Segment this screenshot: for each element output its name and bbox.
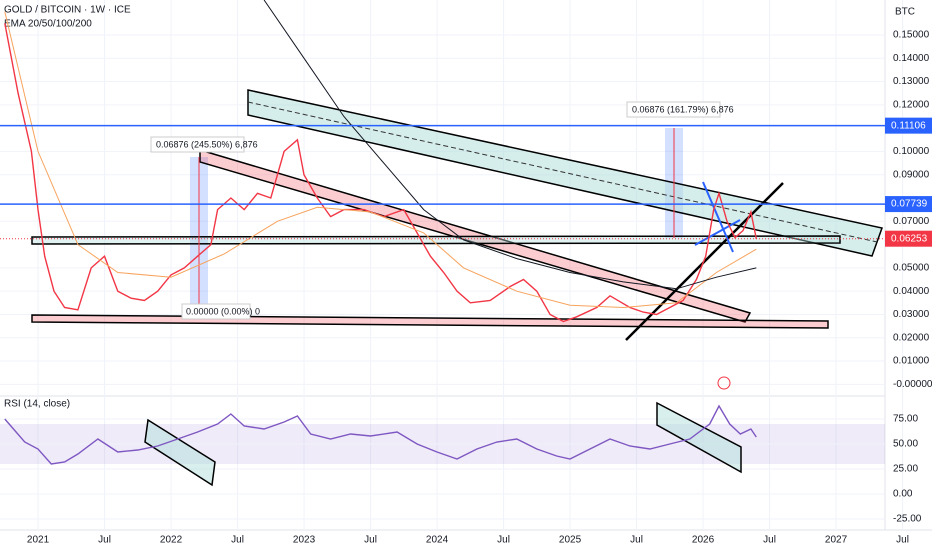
- y-tick-label: -0.00000: [893, 379, 932, 390]
- x-tick-label: 2025: [559, 535, 582, 546]
- price-tag-label: 0.07739: [891, 199, 928, 210]
- channel: [31, 235, 841, 245]
- price-line: [4, 404, 757, 465]
- y-tick-label: 0.14000: [893, 53, 930, 64]
- price-line: [263, 0, 757, 290]
- annotation: 0.06876 (161.79%) 6,876: [632, 104, 734, 114]
- x-tick-label: Jul: [896, 535, 909, 546]
- y-tick-label: 0.15000: [893, 30, 930, 41]
- y-tick-label: 0.13000: [893, 76, 930, 87]
- y-tick-label: 0.01000: [893, 356, 930, 367]
- price-tag: [885, 117, 932, 134]
- rsi-channel: [656, 401, 742, 474]
- x-tick-label: Jul: [763, 535, 776, 546]
- x-tick-label: 2023: [293, 535, 316, 546]
- price-tag-label: 0.11106: [891, 120, 926, 131]
- chart-title: GOLD / BITCOIN · 1W · ICE: [4, 5, 131, 16]
- x-tick-label: Jul: [497, 535, 510, 546]
- y-tick-label: 0.09000: [893, 169, 930, 180]
- y-tick-label: 0.07000: [893, 216, 930, 227]
- annotation: 0.06876 (245.50%) 6,876: [156, 139, 258, 149]
- x-tick-label: Jul: [630, 535, 643, 546]
- currency-label: BTC: [895, 7, 915, 18]
- trendline: [694, 219, 741, 246]
- y-tick-label: 0.04000: [893, 286, 930, 297]
- y-tick-label: 50.00: [893, 439, 918, 450]
- x-tick-label: 2022: [160, 535, 183, 546]
- trendline: [702, 181, 734, 253]
- y-tick-label: 75.00: [893, 414, 918, 425]
- y-tick-label: 0.00: [893, 489, 913, 500]
- y-tick-label: 25.00: [893, 464, 918, 475]
- price-tag-label: 0.06253: [891, 233, 928, 244]
- annotation: 0.00000 (0.00%) 0: [186, 306, 260, 316]
- indicator-label: EMA 20/50/100/200: [4, 19, 92, 30]
- rsi-channel: [144, 418, 216, 487]
- y-tick-label: 0.03000: [893, 309, 930, 320]
- annotation-box: [150, 136, 245, 153]
- y-tick-label: 0.02000: [893, 332, 930, 343]
- y-tick-label: 0.12000: [893, 99, 930, 110]
- y-tick-label: 0.05000: [893, 263, 930, 274]
- price-line: [4, 23, 757, 323]
- rsi-title: RSI (14, close): [4, 399, 70, 410]
- y-tick-label: 0.10000: [893, 146, 930, 157]
- annotation-box: [626, 101, 721, 118]
- x-tick-label: Jul: [364, 535, 377, 546]
- x-tick-label: 2024: [426, 535, 449, 546]
- x-tick-label: Jul: [231, 535, 244, 546]
- price-line: [4, 11, 757, 309]
- drawings: [31, 89, 883, 487]
- price-tag: [885, 230, 932, 247]
- annotation-box: [181, 303, 251, 320]
- x-tick-label: 2021: [27, 535, 50, 546]
- x-tick-label: 2026: [692, 535, 715, 546]
- x-tick-label: 2027: [825, 535, 848, 546]
- x-tick-label: Jul: [98, 535, 111, 546]
- alert-icon[interactable]: [717, 376, 731, 390]
- price-axis: [885, 0, 932, 550]
- y-tick-label: -25.00: [893, 514, 922, 525]
- channel: [31, 314, 829, 329]
- price-tag: [885, 196, 932, 213]
